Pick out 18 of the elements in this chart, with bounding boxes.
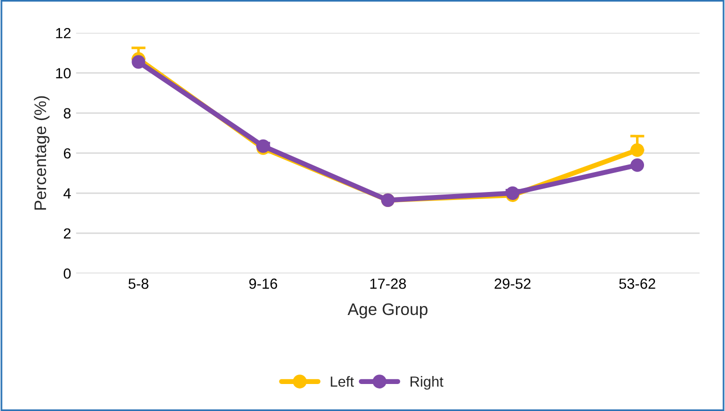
y-tick-label: 4 <box>63 188 71 198</box>
point <box>630 158 644 172</box>
point <box>132 55 146 69</box>
y-tick-label: 8 <box>64 108 71 118</box>
y-axis-title: Percentage (%) <box>34 96 50 210</box>
x-tick-label: 17-28 <box>370 278 406 289</box>
y-tick-label: 12 <box>56 28 71 38</box>
y-tick-label: 2 <box>64 228 71 239</box>
legend-label: Right <box>410 376 444 390</box>
x-tick-label: 53-62 <box>619 278 656 289</box>
x-tick-label: 29-52 <box>494 278 530 289</box>
x-axis-title: Age Group <box>348 303 428 318</box>
x-tick-label: 5-8 <box>128 278 148 289</box>
y-tick-label: 10 <box>56 68 71 78</box>
legend-label: Left <box>330 376 354 387</box>
x-tick-label: 9-16 <box>249 278 278 289</box>
y-tick-label: 0 <box>64 268 71 279</box>
y-tick-label: 6 <box>64 148 71 159</box>
